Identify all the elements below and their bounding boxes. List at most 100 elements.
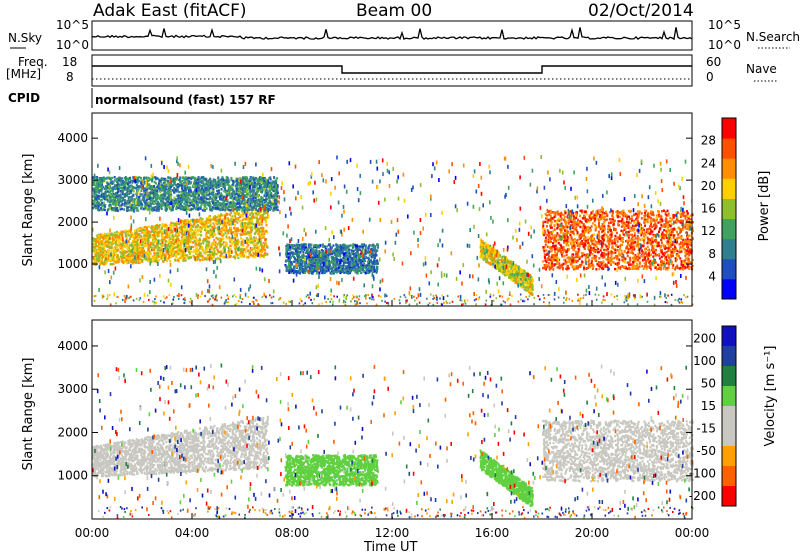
data-point [186,222,189,225]
data-point [202,224,205,227]
data-point [199,216,202,220]
data-point [229,203,231,206]
data-point [115,242,118,245]
data-point [143,234,146,237]
data-point [223,246,226,249]
data-point [176,242,179,245]
data-point [148,250,151,254]
data-point [147,244,150,247]
data-point [249,221,252,224]
data-point [183,192,186,195]
data-point [168,185,171,188]
data-point [242,202,245,205]
data-point [223,219,226,222]
data-point [261,254,263,257]
data-point [132,256,135,259]
data-point [140,178,143,182]
data-point [199,239,202,242]
data-point [129,230,132,233]
data-point [238,248,241,251]
data-point [131,188,134,191]
data-point [262,241,265,245]
data-point [172,238,175,241]
data-point [206,246,209,249]
data-point [152,195,155,198]
data-point [212,233,215,237]
data-point [157,200,160,204]
data-point [195,184,198,188]
data-point [118,186,121,189]
data-point [178,233,181,237]
data-point [194,249,197,252]
data-point [253,208,256,211]
data-point [151,229,153,233]
data-point [125,177,128,180]
data-point [160,245,163,249]
data-point [157,182,160,185]
data-point [240,228,243,232]
data-point [181,254,184,257]
data-point [190,190,192,194]
data-point [225,235,228,239]
data-point [205,186,208,190]
data-point [252,214,255,218]
data-point [168,242,170,245]
data-point [184,188,187,191]
data-point [236,208,238,211]
data-point [187,196,190,199]
data-point [114,246,117,249]
data-point [183,256,186,260]
data-point [246,249,249,252]
data-point [239,250,242,253]
data-point [255,215,258,218]
data-point [170,193,172,196]
data-point [119,186,122,189]
data-point [221,176,224,179]
data-point [187,230,190,233]
data-point [144,204,147,207]
data-point [105,185,107,188]
data-point [147,240,150,243]
data-point [129,257,132,260]
data-point [154,197,157,200]
data-point [96,244,99,248]
data-point [133,198,136,201]
data-point [114,238,117,242]
data-point [236,231,239,234]
data-point [126,246,129,249]
data-point [120,237,123,240]
data-point [146,243,149,247]
data-point [140,255,143,258]
data-point [206,250,209,254]
data-point [229,247,232,251]
data-point [215,203,218,207]
data-point [198,233,201,236]
data-point [184,259,187,262]
data-point [138,196,140,199]
data-point [103,193,105,196]
data-point [258,177,260,180]
data-point [199,181,202,184]
data-point [114,247,117,250]
data-point [249,182,252,185]
data-point [94,197,97,201]
data-point [184,204,187,207]
data-point [124,202,127,205]
data-point [107,249,110,252]
data-point [170,237,173,240]
data-point [127,198,130,201]
data-point [263,201,266,205]
data-point [99,249,102,252]
data-point [99,255,102,258]
data-point [161,255,164,259]
data-point [183,233,186,236]
data-point [276,200,279,203]
data-point [92,262,95,265]
data-point [256,253,259,257]
data-point [239,196,242,199]
data-point [132,246,135,250]
data-point [97,187,99,190]
data-point [148,178,151,181]
data-point [176,235,179,239]
data-point [206,197,209,201]
